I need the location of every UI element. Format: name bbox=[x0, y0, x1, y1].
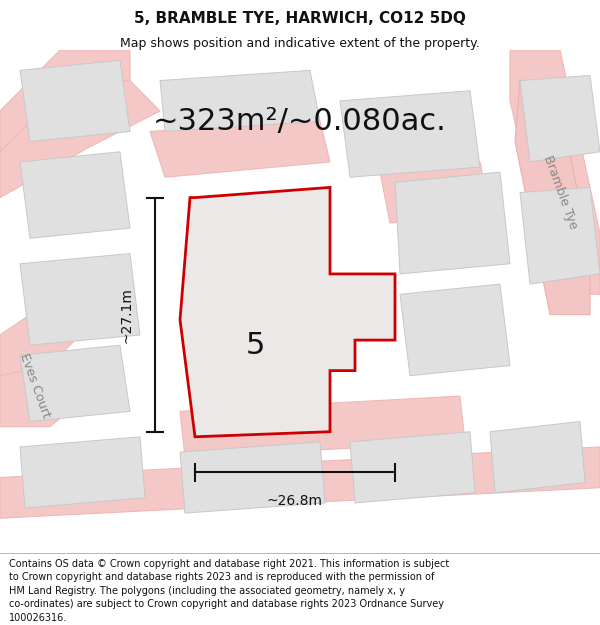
Polygon shape bbox=[340, 91, 480, 178]
Polygon shape bbox=[180, 188, 395, 437]
Polygon shape bbox=[350, 432, 475, 503]
Polygon shape bbox=[0, 294, 100, 376]
Polygon shape bbox=[20, 60, 130, 142]
Polygon shape bbox=[520, 76, 600, 162]
Polygon shape bbox=[0, 50, 130, 152]
Text: 5: 5 bbox=[245, 331, 265, 359]
Text: Map shows position and indicative extent of the property.: Map shows position and indicative extent… bbox=[120, 37, 480, 50]
Text: Eves Court: Eves Court bbox=[17, 352, 53, 420]
Polygon shape bbox=[20, 345, 130, 421]
Polygon shape bbox=[395, 172, 510, 274]
Polygon shape bbox=[400, 284, 510, 376]
Polygon shape bbox=[20, 437, 145, 508]
Text: ~27.1m: ~27.1m bbox=[120, 287, 134, 342]
Polygon shape bbox=[0, 447, 600, 518]
Text: Contains OS data © Crown copyright and database right 2021. This information is : Contains OS data © Crown copyright and d… bbox=[9, 559, 449, 623]
Polygon shape bbox=[0, 366, 100, 427]
Polygon shape bbox=[20, 254, 140, 345]
Polygon shape bbox=[0, 81, 160, 198]
Text: 5, BRAMBLE TYE, HARWICH, CO12 5DQ: 5, BRAMBLE TYE, HARWICH, CO12 5DQ bbox=[134, 11, 466, 26]
Polygon shape bbox=[180, 442, 325, 513]
Polygon shape bbox=[150, 121, 330, 177]
Text: ~323m²/~0.080ac.: ~323m²/~0.080ac. bbox=[153, 107, 447, 136]
Polygon shape bbox=[490, 421, 585, 492]
Polygon shape bbox=[160, 71, 320, 131]
Polygon shape bbox=[520, 188, 600, 284]
Polygon shape bbox=[510, 50, 600, 294]
Polygon shape bbox=[515, 81, 590, 314]
Polygon shape bbox=[20, 152, 130, 238]
Polygon shape bbox=[380, 162, 490, 223]
Text: ~26.8m: ~26.8m bbox=[267, 494, 323, 508]
Polygon shape bbox=[180, 396, 465, 457]
Text: Bramble Tye: Bramble Tye bbox=[541, 154, 580, 231]
